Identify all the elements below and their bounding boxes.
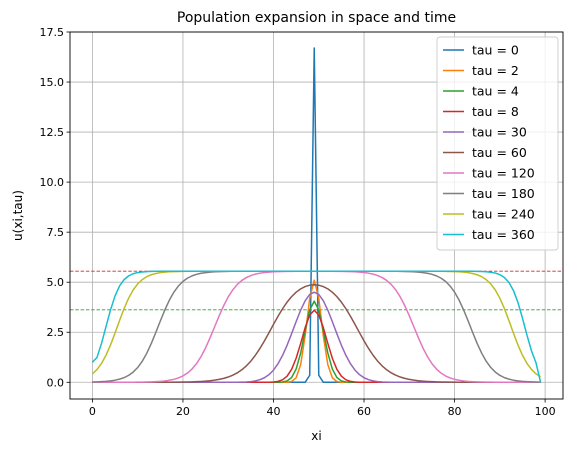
x-tick-label: 40 <box>266 405 280 418</box>
legend-label: tau = 0 <box>472 43 519 58</box>
legend-label: tau = 360 <box>472 227 535 242</box>
y-tick-label: 12.5 <box>40 126 65 139</box>
legend-label: tau = 120 <box>472 166 535 181</box>
legend-box <box>436 36 559 251</box>
y-axis-ticks: 0.0 2.5 5.0 7.5 10.0 12.5 15.0 17.5 <box>40 26 70 389</box>
x-axis-ticks: 0 20 40 60 80 100 <box>89 399 556 418</box>
x-tick-label: 60 <box>357 405 371 418</box>
x-axis-label: xi <box>311 429 321 443</box>
legend-label: tau = 4 <box>472 84 519 99</box>
x-tick-label: 20 <box>176 405 190 418</box>
series-line <box>91 270 542 383</box>
legend-label: tau = 8 <box>472 104 519 119</box>
series-lines <box>91 47 542 384</box>
series-line <box>92 279 541 384</box>
chart-title: Population expansion in space and time <box>177 10 456 26</box>
legend-label: tau = 2 <box>472 63 519 78</box>
y-tick-label: 7.5 <box>47 226 65 239</box>
x-tick-label: 80 <box>448 405 462 418</box>
plot-frame <box>69 31 564 400</box>
legend-label: tau = 30 <box>472 125 527 140</box>
y-tick-label: 5.0 <box>47 276 65 289</box>
series-line <box>92 284 541 384</box>
legend-label: tau = 60 <box>472 145 527 160</box>
x-tick-label: 100 <box>535 405 556 418</box>
y-tick-label: 17.5 <box>40 26 65 39</box>
y-axis-label: u(xi,tau) <box>11 190 25 241</box>
y-tick-label: 15.0 <box>40 76 65 89</box>
y-tick-label: 2.5 <box>47 326 65 339</box>
x-tick-label: 0 <box>89 405 96 418</box>
legend-label: tau = 180 <box>472 186 535 201</box>
y-tick-label: 10.0 <box>40 176 65 189</box>
legend: tau = 0 tau = 2 tau = 4 tau = 8 tau = 30 tau … <box>436 36 559 251</box>
y-tick-label: 0.0 <box>47 376 65 389</box>
legend-label: tau = 240 <box>472 207 535 222</box>
